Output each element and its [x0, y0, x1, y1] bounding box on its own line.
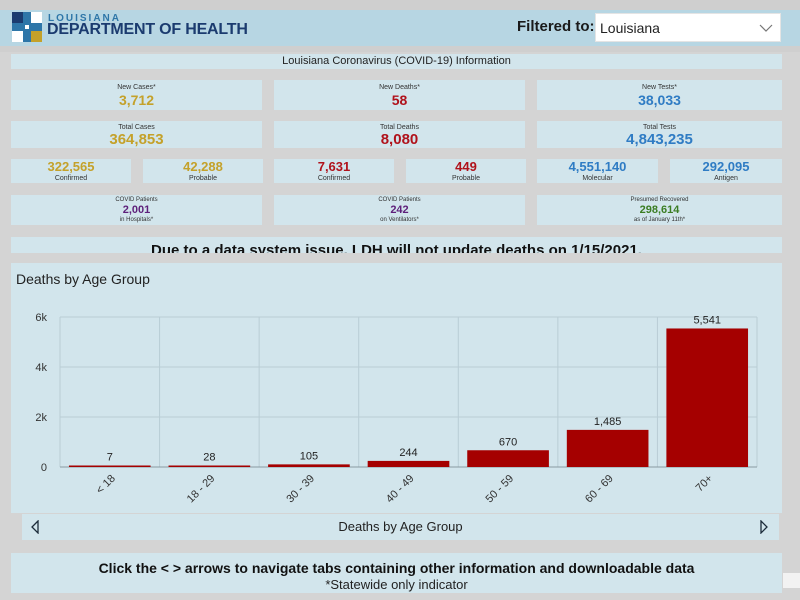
confirmed-cases-card: 322,565 Confirmed: [11, 159, 131, 183]
chevron-right-icon[interactable]: [759, 520, 769, 534]
bar: [367, 460, 450, 467]
bar-data-label: 105: [300, 450, 318, 462]
probable-deaths-value: 449: [455, 159, 477, 174]
total-deaths-label: Total Deaths: [380, 124, 419, 131]
ventilators-card: COVID Patients 242 on Ventilators*: [274, 195, 525, 225]
molecular-tests-value: 4,551,140: [568, 159, 627, 174]
confirmed-deaths-label: Confirmed: [317, 175, 351, 182]
ventilators-label-top: COVID Patients: [378, 197, 421, 203]
y-tick-label: 0: [41, 462, 47, 474]
new-cases-label: New Cases*: [117, 84, 156, 91]
y-tick-label: 2k: [35, 412, 47, 424]
bar-data-label: 244: [399, 447, 417, 459]
notice-text: Due to a data system issue, LDH will not…: [151, 242, 642, 253]
ventilators-value: 242: [390, 204, 409, 216]
bar: [566, 429, 649, 467]
chevron-down-icon[interactable]: [759, 23, 773, 33]
molecular-tests-label: Molecular: [582, 175, 613, 182]
bar-data-label: 28: [203, 452, 215, 464]
x-tick-label: 70+: [694, 473, 716, 495]
y-tick-label: 4k: [35, 362, 47, 374]
logo-department-text: DEPARTMENT OF HEALTH: [47, 21, 248, 38]
current-tab-label: Deaths by Age Group: [338, 519, 463, 534]
info-title: Louisiana Coronavirus (COVID-19) Informa…: [11, 54, 782, 69]
bar-data-label: 7: [107, 452, 113, 464]
antigen-tests-value: 292,095: [702, 159, 750, 174]
probable-deaths-card: 449 Probable: [406, 159, 526, 183]
hospital-label-top: COVID Patients: [115, 197, 158, 203]
chart-title: Deaths by Age Group: [16, 271, 150, 287]
molecular-tests-card: 4,551,140 Molecular: [537, 159, 658, 183]
total-cases-card: Total Cases 364,853: [11, 121, 262, 148]
recovered-value: 298,614: [639, 204, 680, 216]
x-tick-label: 18 - 29: [185, 473, 218, 506]
total-tests-value: 4,843,235: [626, 131, 693, 148]
header-bar: LOUISIANA DEPARTMENT OF HEALTH Filtered …: [0, 0, 800, 52]
total-deaths-card: Total Deaths 8,080: [274, 121, 525, 148]
new-deaths-card: New Deaths* 58: [274, 80, 525, 110]
confirmed-cases-value: 322,565: [47, 159, 95, 174]
total-tests-label: Total Tests: [643, 124, 676, 131]
x-tick-label: 50 - 59: [483, 473, 516, 506]
new-tests-card: New Tests* 38,033: [537, 80, 782, 110]
bar: [467, 450, 549, 467]
new-tests-label: New Tests*: [642, 84, 677, 91]
probable-deaths-label: Probable: [451, 175, 481, 182]
antigen-tests-label: Antigen: [714, 175, 738, 182]
antigen-tests-card: 292,095 Antigen: [670, 159, 782, 183]
x-tick-label: < 18: [94, 473, 118, 497]
ldh-logo-icon: [12, 12, 42, 42]
footer-instructions: Click the < > arrows to navigate tabs co…: [11, 553, 782, 593]
chart-panel: Deaths by Age Group 0 2k 4k 6k 7 < 18 28 18 - 2…: [11, 263, 782, 513]
probable-cases-card: 42,288 Probable: [143, 159, 263, 183]
total-tests-card: Total Tests 4,843,235: [537, 121, 782, 148]
notice-banner: Due to a data system issue, LDH will not…: [11, 237, 782, 253]
y-tick-label: 6k: [35, 312, 47, 324]
new-cases-value: 3,712: [118, 92, 155, 108]
bar: [666, 328, 749, 467]
bar-data-label: 5,541: [693, 314, 721, 326]
bar-data-label: 670: [499, 436, 517, 448]
recovered-label-bottom: as of January 11th*: [633, 217, 686, 223]
deaths-by-age-chart: 0 2k 4k 6k 7 < 18 28 18 - 29 105 30 - 39 244 40 - 4…: [35, 312, 758, 506]
filter-dropdown[interactable]: Louisiana: [595, 13, 781, 42]
new-tests-value: 38,033: [638, 92, 681, 108]
hospital-label-bottom: in Hospitals*: [119, 217, 154, 223]
x-tick-label: 30 - 39: [284, 473, 317, 506]
chevron-left-icon[interactable]: [30, 520, 40, 534]
hospital-value: 2,001: [122, 204, 151, 216]
x-tick-label: 40 - 49: [384, 473, 417, 506]
new-cases-card: New Cases* 3,712: [11, 80, 262, 110]
bar: [68, 465, 151, 467]
probable-cases-value: 42,288: [183, 159, 223, 174]
logo-state-text: LOUISIANA: [48, 13, 121, 24]
x-tick-label: 60 - 69: [583, 473, 616, 506]
footer-navigation-text: Click the < > arrows to navigate tabs co…: [98, 560, 695, 576]
tab-navigation: Deaths by Age Group: [22, 514, 779, 540]
filter-label: Filtered to:: [517, 18, 595, 35]
total-cases-label: Total Cases: [118, 124, 155, 131]
footer-note: *Statewide only indicator: [325, 577, 468, 592]
new-deaths-value: 58: [391, 92, 408, 108]
total-cases-value: 364,853: [109, 131, 164, 148]
bar: [168, 465, 251, 467]
filter-selected-value: Louisiana: [600, 20, 660, 36]
total-deaths-value: 8,080: [380, 131, 419, 148]
scrollbar-corner[interactable]: [783, 573, 800, 588]
recovered-label-top: Presumed Recovered: [630, 197, 689, 203]
recovered-card: Presumed Recovered 298,614 as of January…: [537, 195, 782, 225]
bar: [268, 464, 350, 467]
new-deaths-label: New Deaths*: [379, 84, 420, 91]
confirmed-deaths-card: 7,631 Confirmed: [274, 159, 394, 183]
bar-data-label: 1,485: [594, 416, 622, 428]
ventilators-label-bottom: on Ventilators*: [380, 217, 419, 223]
confirmed-cases-label: Confirmed: [54, 175, 88, 182]
probable-cases-label: Probable: [188, 175, 218, 182]
hospital-card: COVID Patients 2,001 in Hospitals*: [11, 195, 262, 225]
confirmed-deaths-value: 7,631: [317, 159, 351, 174]
